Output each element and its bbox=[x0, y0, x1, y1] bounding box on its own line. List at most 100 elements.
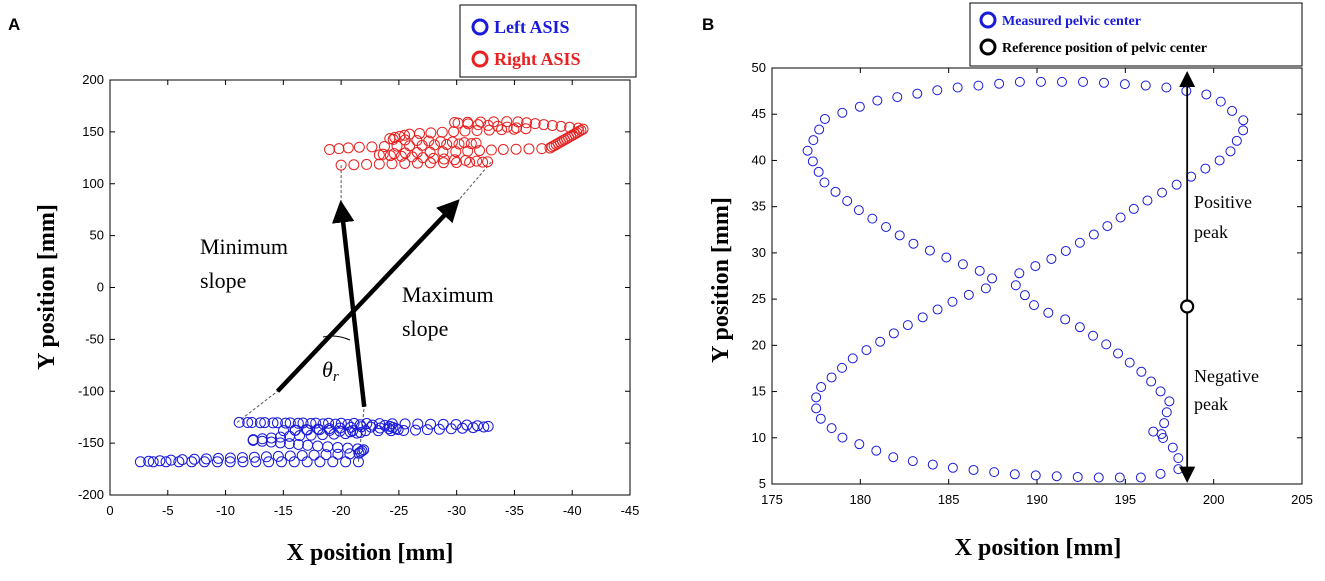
x-tick-label: 190 bbox=[1026, 492, 1048, 507]
measured-pelvic-center-point bbox=[1093, 472, 1104, 483]
y-tick-label: 15 bbox=[752, 384, 766, 399]
left-asis-point bbox=[302, 439, 314, 451]
left-asis-point bbox=[246, 417, 258, 429]
left-asis-point bbox=[433, 423, 445, 435]
right-asis-point bbox=[474, 145, 486, 157]
right-asis-point bbox=[366, 141, 378, 153]
left-asis-point bbox=[425, 418, 437, 430]
measured-pelvic-center-point bbox=[1157, 187, 1168, 198]
panel-a-series bbox=[134, 116, 589, 468]
left-asis-point bbox=[237, 456, 249, 468]
reference-position-of-pelvic-center-point bbox=[1180, 299, 1195, 314]
measured-pelvic-center-point bbox=[912, 88, 923, 99]
left-asis-point bbox=[147, 456, 159, 468]
left-asis-point bbox=[224, 452, 236, 464]
right-asis-point bbox=[333, 143, 345, 155]
right-asis-point bbox=[389, 131, 401, 143]
y-tick-label: 40 bbox=[752, 152, 766, 167]
measured-pelvic-center-point bbox=[1009, 469, 1020, 480]
right-asis-point bbox=[425, 127, 437, 139]
left-asis-point bbox=[248, 451, 260, 463]
measured-pelvic-center-point bbox=[908, 238, 919, 249]
right-asis-point bbox=[373, 149, 385, 161]
panel-a-x-axis-label: X position [mm] bbox=[287, 540, 454, 566]
measured-pelvic-center-point bbox=[973, 80, 984, 91]
measured-pelvic-center-point bbox=[1060, 245, 1071, 256]
right-asis-point bbox=[453, 138, 465, 150]
measured-pelvic-center-point bbox=[1043, 307, 1054, 318]
measured-pelvic-center-point bbox=[952, 82, 963, 93]
left-asis-point bbox=[274, 437, 286, 449]
left-asis-point bbox=[372, 425, 384, 437]
minimum-slope-arrow bbox=[331, 200, 367, 408]
measured-pelvic-center-point bbox=[888, 452, 899, 463]
left-asis-point bbox=[347, 425, 359, 437]
left-asis-point bbox=[445, 423, 457, 435]
left-asis-point bbox=[361, 418, 373, 430]
x-tick-label: -20 bbox=[332, 503, 351, 518]
right-asis-point bbox=[483, 124, 495, 136]
right-asis-point bbox=[446, 136, 458, 148]
right-asis-point bbox=[386, 158, 398, 170]
theta-angle-arc bbox=[322, 335, 351, 341]
measured-pelvic-center-point bbox=[1164, 396, 1175, 407]
left-asis-point bbox=[482, 420, 494, 432]
theta-subscript: r bbox=[333, 369, 339, 385]
x-tick-label: 0 bbox=[106, 503, 113, 518]
measured-pelvic-center-point bbox=[1159, 418, 1170, 429]
right-asis-point bbox=[428, 139, 440, 151]
left-asis-point bbox=[314, 456, 326, 468]
right-asis-point bbox=[388, 148, 400, 160]
right-asis-point bbox=[416, 139, 428, 151]
right-asis-point bbox=[520, 123, 532, 135]
left-asis-point bbox=[292, 438, 304, 450]
measured-pelvic-center-point bbox=[1051, 471, 1062, 482]
left-asis-point bbox=[399, 418, 411, 430]
measured-pelvic-center-point bbox=[894, 230, 905, 241]
measured-pelvic-center-point bbox=[947, 462, 958, 473]
measured-pelvic-center-point bbox=[980, 283, 991, 294]
x-tick-label: 175 bbox=[761, 492, 783, 507]
measured-pelvic-center-point bbox=[826, 372, 837, 383]
left-asis-point bbox=[410, 424, 422, 436]
y-tick-label: 25 bbox=[752, 291, 766, 306]
y-tick-label: 35 bbox=[752, 199, 766, 214]
left-asis-point bbox=[278, 425, 290, 437]
left-asis-point bbox=[224, 456, 236, 468]
legend-reference-center-label: Reference position of pelvic center bbox=[1002, 41, 1207, 56]
measured-pelvic-center-point bbox=[813, 166, 824, 177]
panel-a-y-axis-label: Y position [mm] bbox=[34, 204, 60, 370]
left-asis-point bbox=[385, 425, 397, 437]
right-asis-point bbox=[564, 121, 576, 133]
x-tick-label: 180 bbox=[849, 492, 871, 507]
left-asis-point bbox=[288, 456, 300, 468]
measured-pelvic-center-point bbox=[819, 113, 830, 124]
right-asis-point bbox=[465, 138, 477, 150]
left-asis-point bbox=[212, 452, 224, 464]
left-asis-point bbox=[160, 456, 172, 468]
measured-pelvic-center-point bbox=[1074, 237, 1085, 248]
measured-pelvic-center-point bbox=[802, 145, 813, 156]
measured-pelvic-center-point bbox=[1155, 386, 1166, 397]
left-asis-point bbox=[274, 431, 286, 443]
left-asis-point bbox=[284, 450, 296, 462]
left-asis-point bbox=[242, 417, 254, 429]
panel-b-y-axis-label: Y position [mm] bbox=[708, 197, 734, 363]
measured-pelvic-center-point bbox=[1030, 470, 1041, 481]
dashed-connector-line bbox=[456, 161, 492, 203]
maximum-slope-arrow bbox=[275, 199, 460, 393]
measured-pelvic-center-point bbox=[1078, 76, 1089, 87]
right-asis-point bbox=[510, 143, 522, 155]
measured-pelvic-center-point bbox=[1201, 89, 1212, 100]
panel-b-ticks: 175 180 185 190 195 200 205 5 10 15 20 25 30 35 40 45 50 bbox=[752, 60, 1313, 507]
right-asis-point bbox=[577, 123, 589, 135]
left-asis-point bbox=[134, 456, 146, 468]
measured-pelvic-center-point bbox=[932, 85, 943, 96]
y-tick-label: -50 bbox=[85, 331, 104, 346]
y-tick-label: -200 bbox=[78, 487, 104, 502]
left-asis-point bbox=[348, 417, 360, 429]
measured-pelvic-center-point bbox=[1101, 339, 1112, 350]
right-asis-point bbox=[395, 150, 407, 162]
measured-pelvic-center-point bbox=[837, 432, 848, 443]
measured-pelvic-center-point bbox=[1119, 79, 1130, 90]
